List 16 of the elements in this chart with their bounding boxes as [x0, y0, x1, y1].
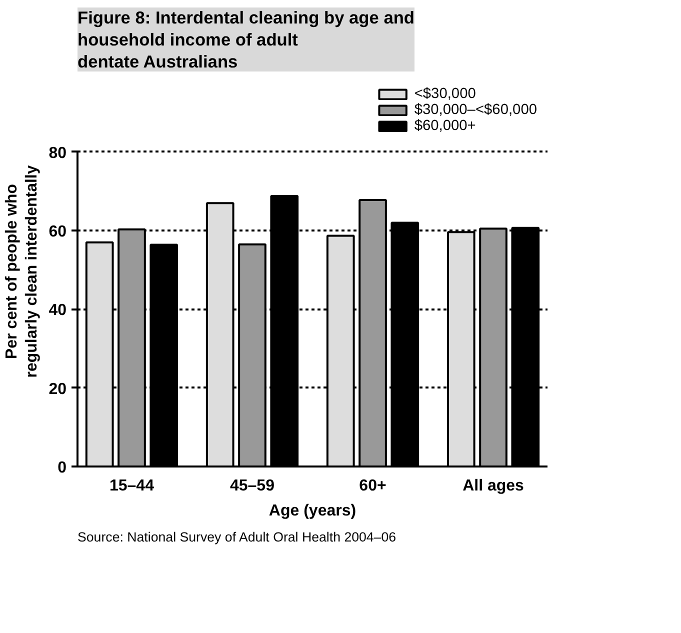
x-tick-label: 15–44 — [109, 478, 154, 494]
legend-label: $60,000+ — [414, 118, 476, 134]
y-axis-title: Per cent of people who regularly clean interdentally — [3, 165, 41, 378]
x-axis-title: Age (years) — [268, 502, 356, 520]
y-tick-label: 80 — [48, 144, 67, 162]
source-note: Source: National Survey of Adult Oral Health 2004–06 — [78, 530, 396, 544]
y-tick-label: 0 — [58, 460, 67, 476]
y-tick-label: 40 — [48, 302, 67, 320]
y-tick-label: 60 — [48, 224, 67, 241]
y-tick-label: 20 — [48, 380, 67, 398]
chart-title: Figure 8: Interdental cleaning by age and household income of adult dentate Australians — [78, 8, 415, 72]
legend-label: $30,000–<$60,000 — [414, 102, 537, 118]
x-tick-label: 45–59 — [230, 478, 275, 494]
x-tick-label: All ages — [462, 478, 524, 494]
legend-label: <$30,000 — [414, 86, 476, 102]
x-tick-label: 60+ — [359, 478, 386, 494]
